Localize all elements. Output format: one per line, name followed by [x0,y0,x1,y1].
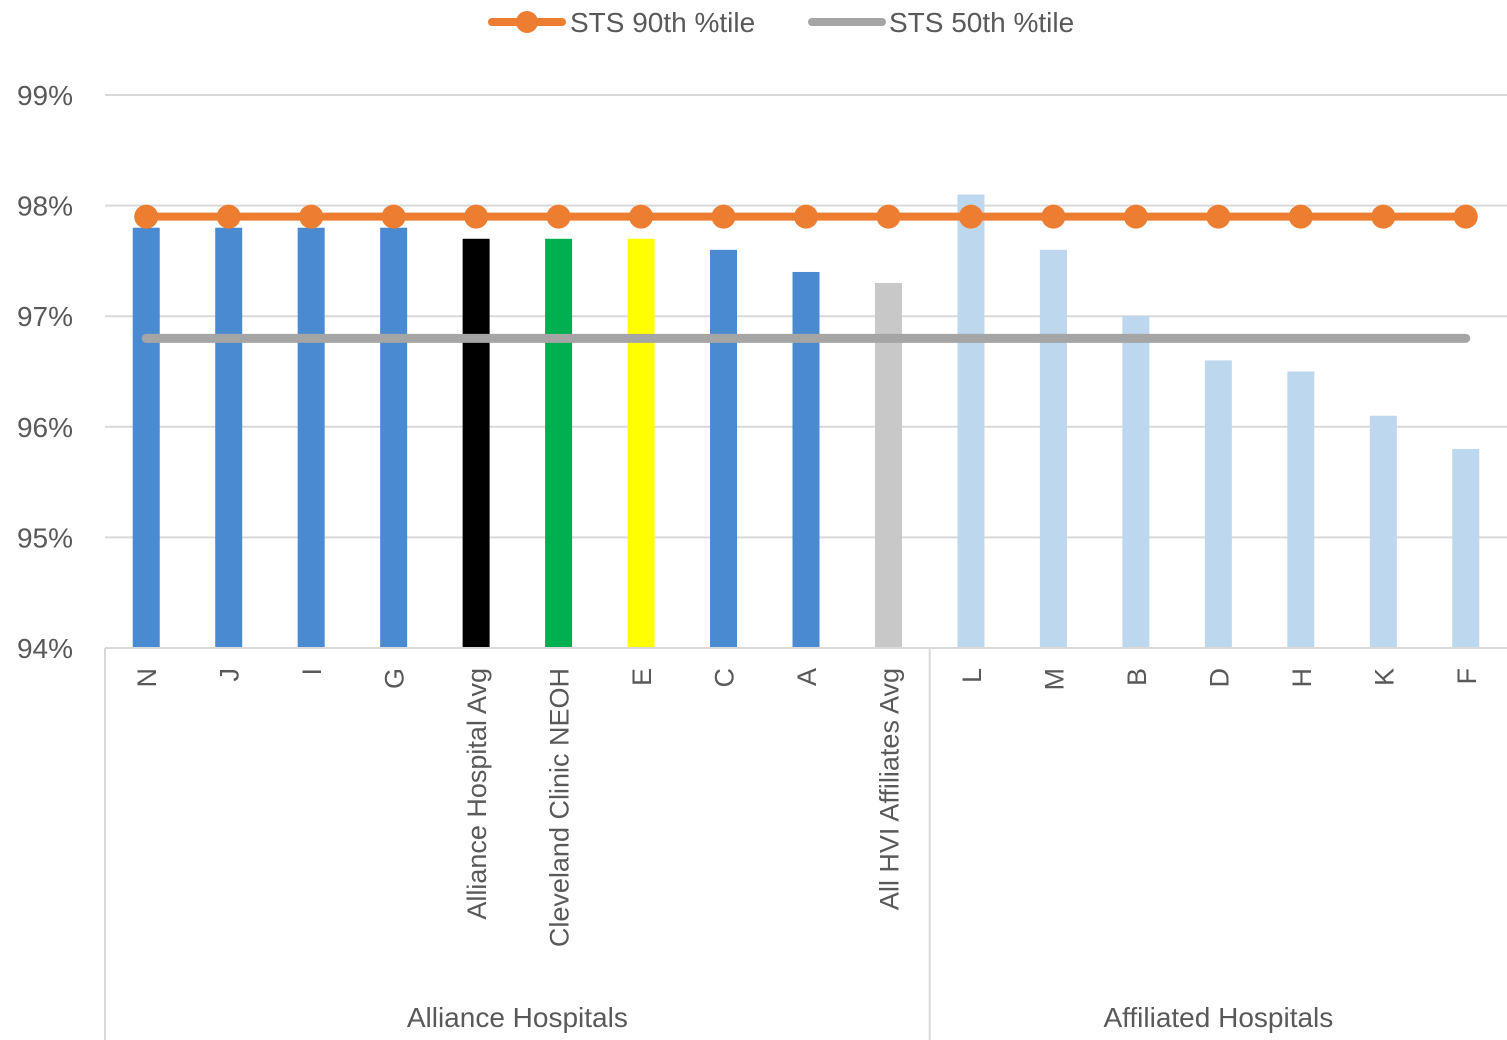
sts-90th-marker [876,204,901,229]
bar [1039,249,1067,648]
bar [792,271,820,648]
sts-90th-marker [711,204,736,229]
sts-90th-marker [381,204,406,229]
sts-90th-marker [1453,204,1478,229]
y-tick-label: 94% [17,633,73,664]
sts-90th-marker [299,204,324,229]
category-label: N [132,668,162,688]
legend: STS 90th %tile STS 50th %tile [488,7,1074,38]
legend-label-sts-50th: STS 50th %tile [889,7,1074,38]
group-label: Affiliated Hospitals [1103,1002,1333,1033]
sts-90th-marker [1123,204,1148,229]
bar [215,227,243,648]
bar [380,227,408,648]
legend-label-sts-90th: STS 90th %tile [570,7,755,38]
bar [874,283,902,648]
sts-90th-marker [134,204,159,229]
bar [1204,360,1232,648]
bar [132,227,160,648]
sts-90th-marker [1371,204,1396,229]
bar [957,194,985,649]
sts-90th-marker [546,204,571,229]
series-lines [134,204,1478,343]
y-tick-label: 98% [17,191,73,222]
category-label: G [380,668,410,689]
category-label: B [1122,668,1152,686]
group-labels: Alliance Hospitals Affiliated Hospitals [407,1002,1333,1033]
bar [297,227,325,648]
category-label: M [1039,668,1069,691]
axes [104,647,1507,1040]
bar [1452,448,1480,648]
sts-90th-marker [1288,204,1313,229]
y-tick-label: 95% [17,522,73,553]
category-label: F [1452,668,1482,685]
bar [1122,316,1150,648]
sts-90th-marker [958,204,983,229]
category-label: H [1287,668,1317,688]
category-label: Alliance Hospital Avg [462,668,492,920]
bar [462,238,490,648]
sts-90th-marker [464,204,489,229]
legend-marker-sts-90th [516,11,538,33]
y-tick-label: 99% [17,80,73,111]
sts-90th-marker [629,204,654,229]
group-label: Alliance Hospitals [407,1002,628,1033]
sts-90th-marker [794,204,818,229]
category-label: C [710,668,740,688]
category-label: E [627,668,657,686]
bars [132,194,1480,649]
y-axis-tick-labels: 94% 95% 96% 97% 98% 99% [17,80,73,664]
sts-90th-marker [1041,204,1066,229]
category-label: All HVI Affiliates Avg [874,668,904,910]
bar [1369,415,1397,648]
y-tick-label: 96% [17,412,73,443]
category-label: K [1369,668,1399,686]
bar [545,238,573,648]
bar [710,249,738,648]
category-label: Cleveland Clinic NEOH [545,668,575,947]
category-label: A [792,668,822,686]
category-label: L [957,668,987,683]
bar [1287,371,1315,648]
sts-90th-marker [1206,204,1231,229]
bar [627,238,655,648]
category-label: I [297,668,327,676]
category-label: J [215,668,245,682]
category-label: D [1204,668,1234,688]
sts-90th-marker [216,204,241,229]
category-labels: N J I G Alliance Hospital Avg Cleveland Clini… [132,668,1482,947]
y-tick-label: 97% [17,301,73,332]
